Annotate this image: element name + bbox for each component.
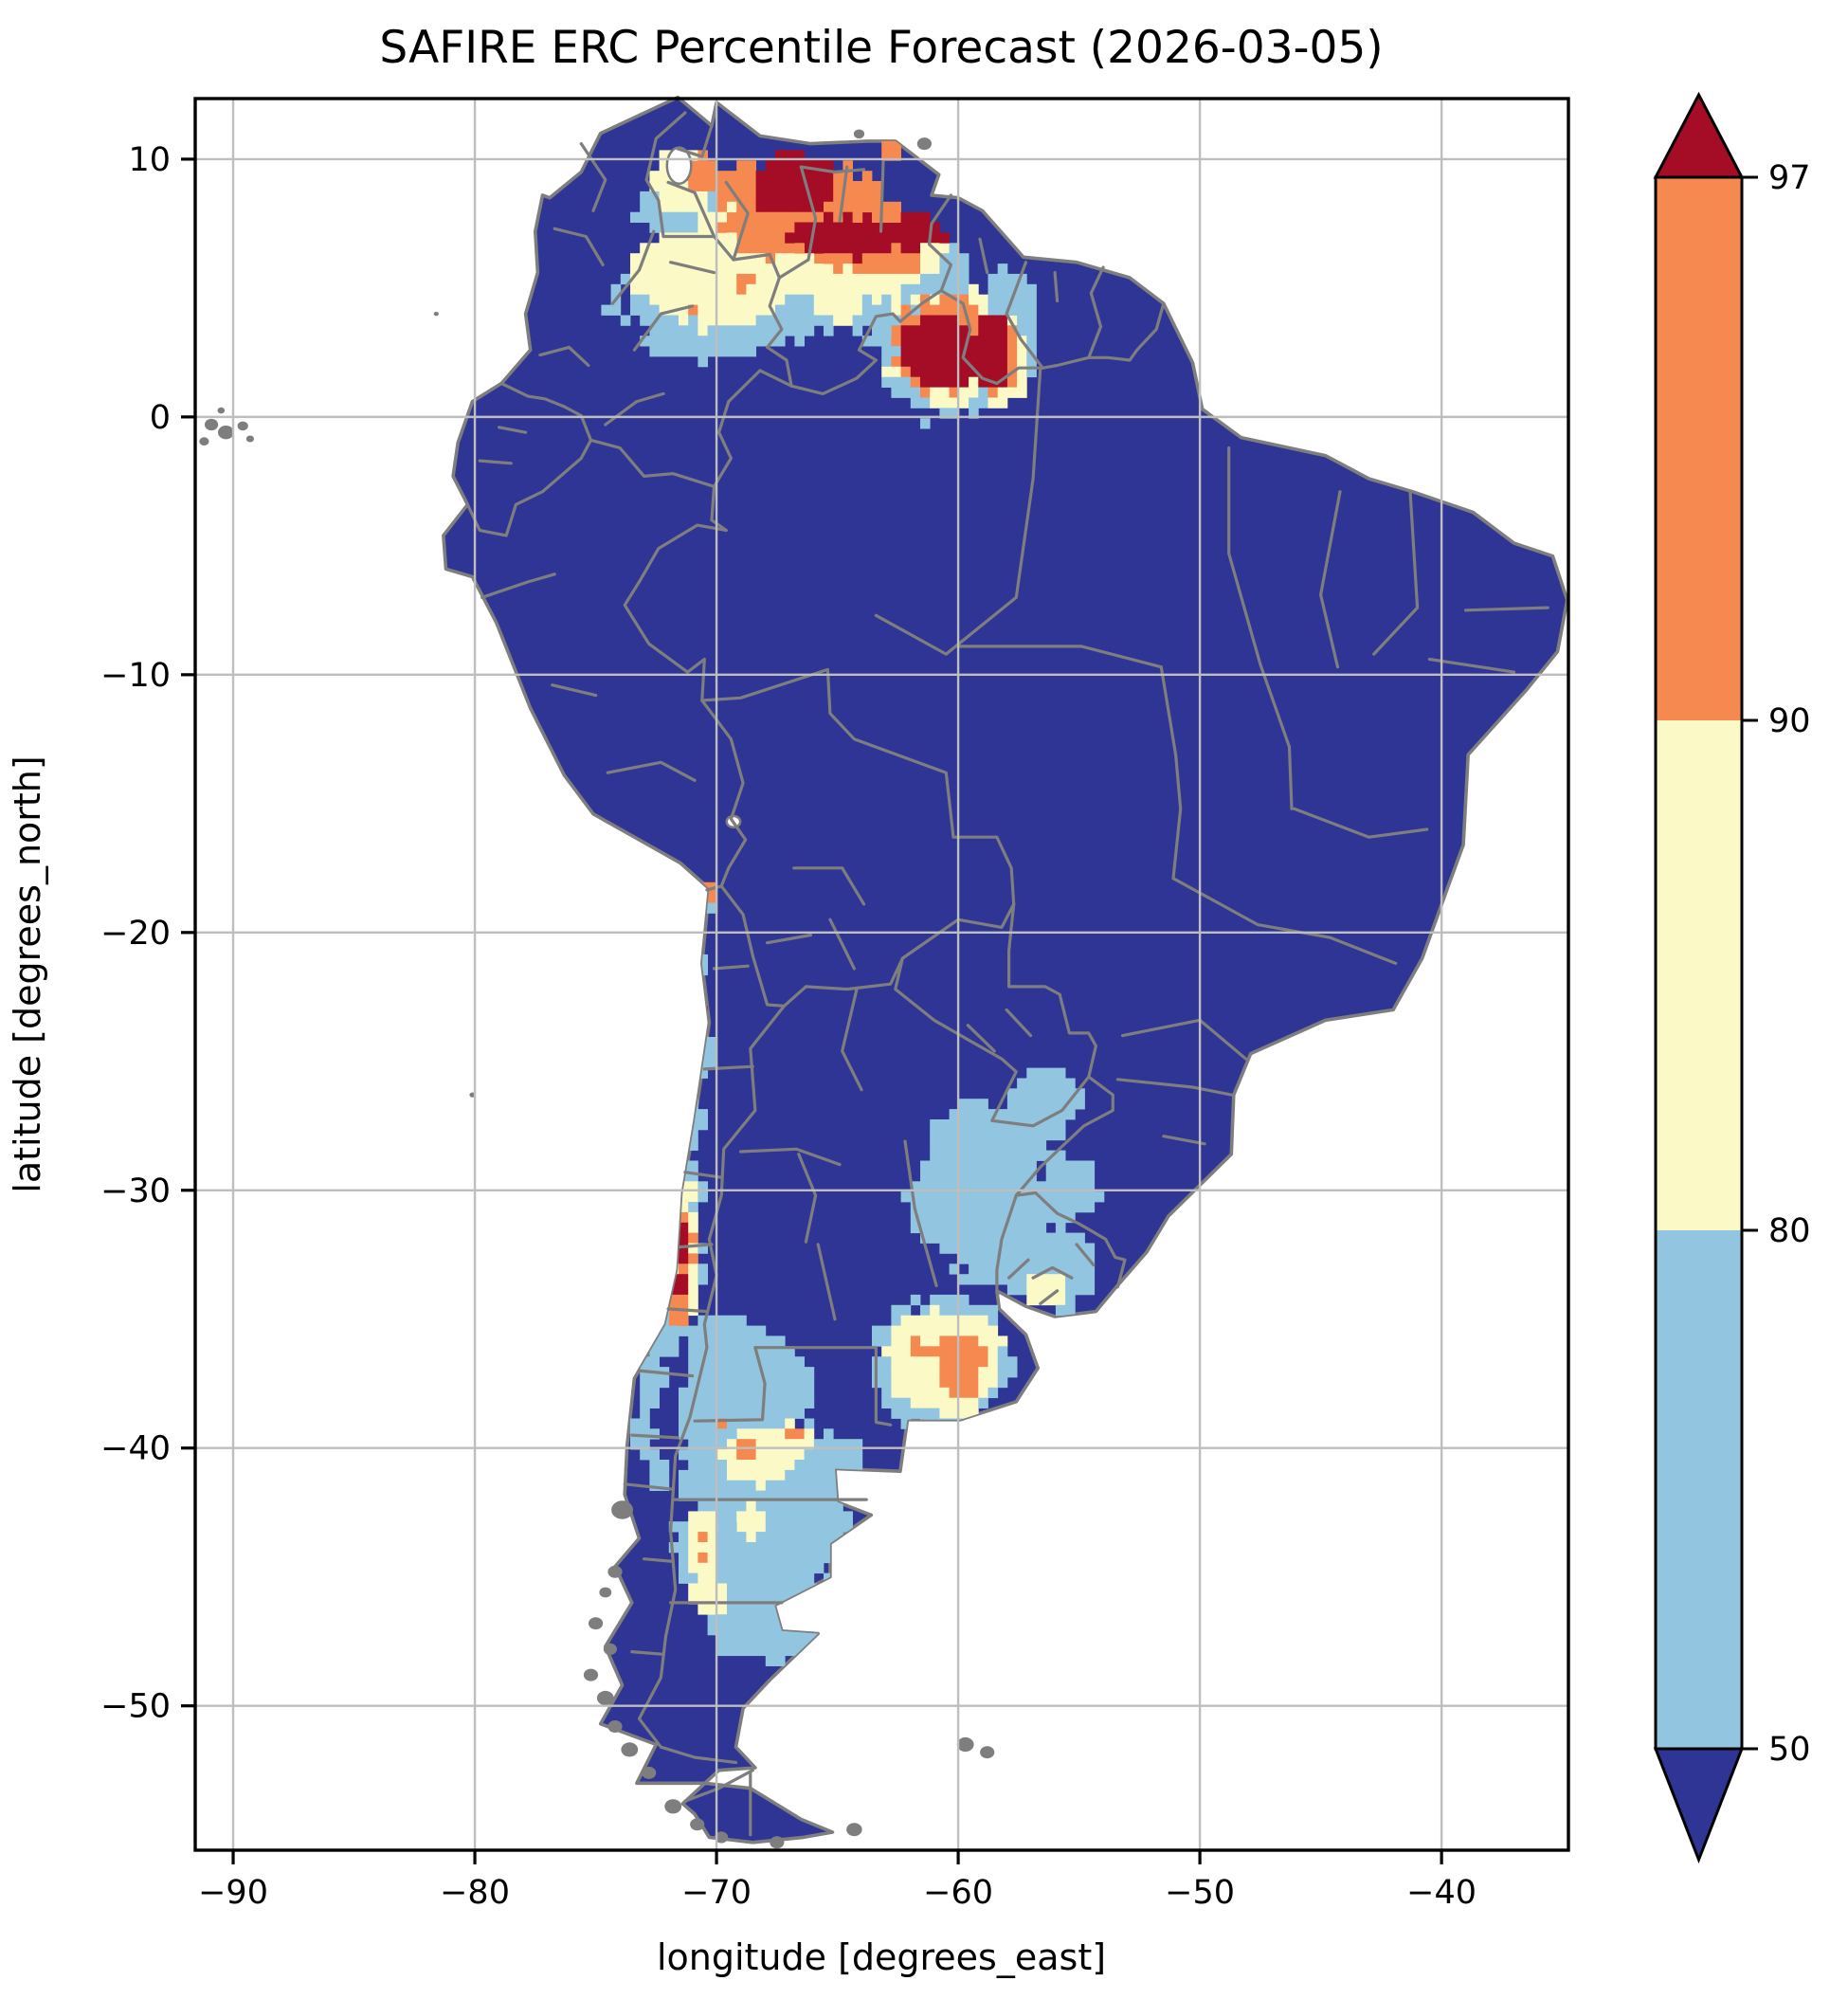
x-tick-label: −90 bbox=[198, 1874, 268, 1912]
gridlines bbox=[195, 99, 1568, 1850]
y-tick-label: −10 bbox=[100, 657, 171, 695]
map-plot-area bbox=[195, 95, 1569, 1850]
y-tick-label: −30 bbox=[100, 1172, 171, 1210]
axes-ticks: −90 −80 −70 −60 −50 −40 10 0 −10 −20 −30 −40 −50 bbox=[100, 97, 1570, 1912]
lakes bbox=[665, 146, 742, 829]
x-tick-label: −40 bbox=[1406, 1874, 1477, 1912]
colorbar-under-arrow bbox=[1653, 1747, 1745, 1864]
colorbar-over-arrow bbox=[1653, 91, 1745, 179]
x-axis-label: longitude [degrees_east] bbox=[657, 1936, 1106, 1978]
y-tick-label: 10 bbox=[128, 141, 171, 179]
colorbar-tick-label: 80 bbox=[1768, 1212, 1811, 1250]
y-tick-label: 0 bbox=[150, 399, 171, 437]
x-tick-label: −80 bbox=[440, 1874, 510, 1912]
islands bbox=[199, 129, 995, 1849]
erc-percentile-raster bbox=[601, 139, 1105, 1666]
chart-title: SAFIRE ERC Percentile Forecast (2026-03-… bbox=[379, 22, 1383, 74]
y-axis-label: latitude [degrees_north] bbox=[7, 755, 48, 1192]
x-tick-label: −60 bbox=[923, 1874, 993, 1912]
colorbar-tick-label: 50 bbox=[1768, 1731, 1811, 1769]
y-tick-label: −20 bbox=[100, 915, 171, 953]
y-tick-label: −50 bbox=[100, 1688, 171, 1726]
admin-borders bbox=[465, 111, 1549, 1837]
colorbar-tick-label: 90 bbox=[1768, 702, 1811, 740]
colorbar: 97 90 80 50 bbox=[1653, 91, 1811, 1864]
x-tick-label: −70 bbox=[681, 1874, 752, 1912]
x-tick-label: −50 bbox=[1165, 1874, 1235, 1912]
colorbar-tick-label: 97 bbox=[1768, 159, 1811, 197]
y-tick-label: −40 bbox=[100, 1430, 171, 1468]
